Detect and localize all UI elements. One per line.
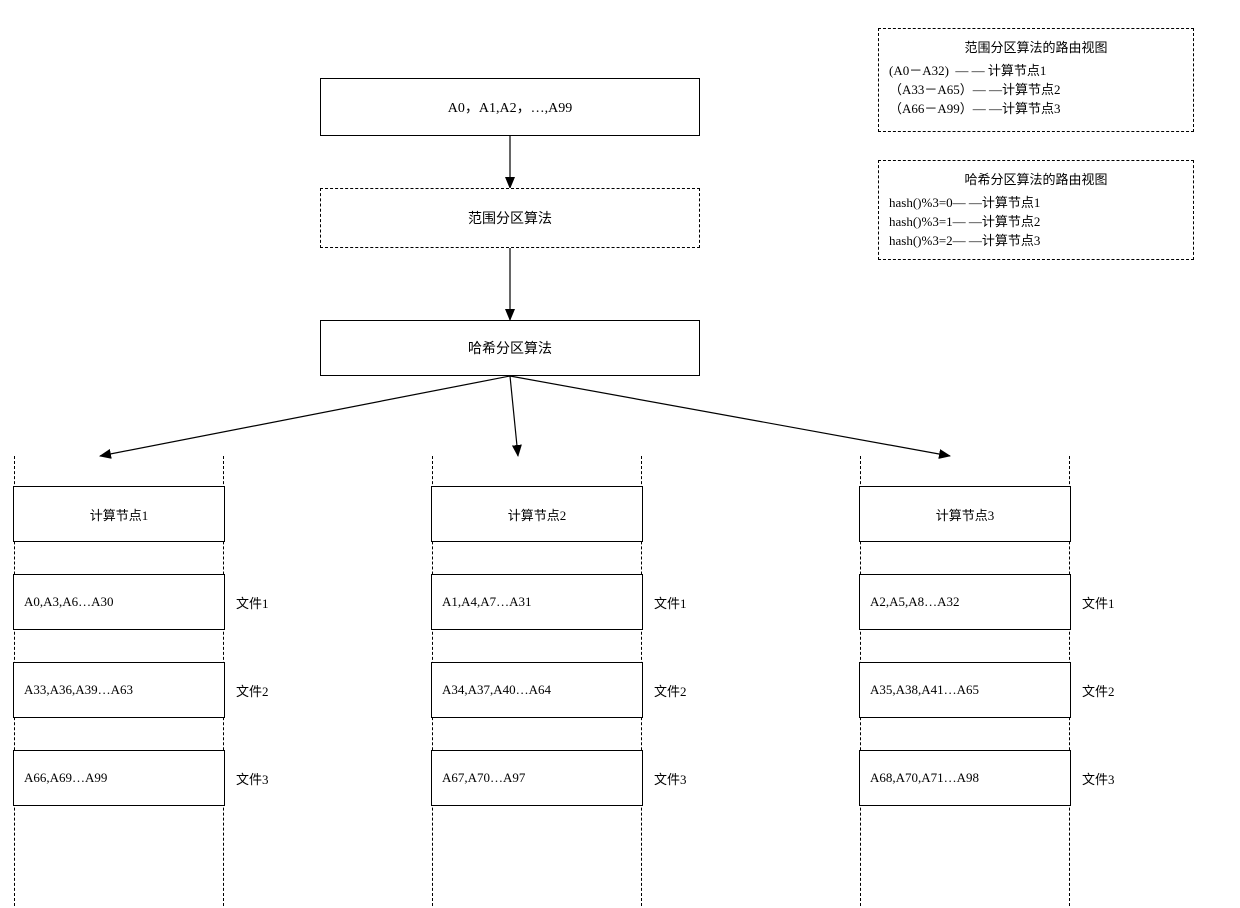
legend-hash-line: hash()%3=1— —计算节点2	[889, 211, 1183, 230]
file-label: 文件2	[1082, 681, 1115, 700]
file-label: 文件3	[236, 769, 269, 788]
file-box: A34,A37,A40…A64	[431, 662, 643, 718]
legend-range-line: （A33－A65）— —计算节点2	[889, 79, 1183, 98]
legend-range-line: (A0－A32) — — 计算节点1	[889, 60, 1183, 79]
file-label: 文件1	[654, 593, 687, 612]
node-title-text: 计算节点2	[508, 505, 567, 524]
file-box: A35,A38,A41…A65	[859, 662, 1071, 718]
legend-range-line: （A66－A99）— —计算节点3	[889, 98, 1183, 117]
legend-hash-line: hash()%3=2— —计算节点3	[889, 230, 1183, 249]
file-content-text: A68,A70,A71…A98	[870, 770, 979, 786]
file-content-text: A67,A70…A97	[442, 770, 525, 786]
file-label: 文件2	[236, 681, 269, 700]
diagram-canvas: A0，A1,A2，…,A99 范围分区算法 哈希分区算法 范围分区算法的路由视图…	[0, 0, 1240, 908]
legend-hash-title: 哈希分区算法的路由视图	[889, 169, 1183, 188]
file-box: A67,A70…A97	[431, 750, 643, 806]
node-title-box: 计算节点3	[859, 486, 1071, 542]
hash-partition-box: 哈希分区算法	[320, 320, 700, 376]
hash-partition-text: 哈希分区算法	[468, 338, 552, 358]
file-box: A0,A3,A6…A30	[13, 574, 225, 630]
file-content-text: A2,A5,A8…A32	[870, 594, 960, 610]
file-content-text: A33,A36,A39…A63	[24, 682, 133, 698]
input-data-box: A0，A1,A2，…,A99	[320, 78, 700, 136]
compute-node: 计算节点3 A2,A5,A8…A32 文件1 A35,A38,A41…A65 文件2 A6…	[860, 486, 1150, 906]
file-box: A33,A36,A39…A63	[13, 662, 225, 718]
file-box: A68,A70,A71…A98	[859, 750, 1071, 806]
file-label: 文件3	[1082, 769, 1115, 788]
legend-hash-routing: 哈希分区算法的路由视图 hash()%3=0— —计算节点1 hash()%3=…	[878, 160, 1194, 260]
legend-range-routing: 范围分区算法的路由视图 (A0－A32) — — 计算节点1 （A33－A65）…	[878, 28, 1194, 132]
compute-node: 计算节点2 A1,A4,A7…A31 文件1 A34,A37,A40…A64 文件2 A6…	[432, 486, 722, 906]
file-box: A1,A4,A7…A31	[431, 574, 643, 630]
legend-hash-line: hash()%3=0— —计算节点1	[889, 192, 1183, 211]
file-content-text: A0,A3,A6…A30	[24, 594, 114, 610]
node-title-text: 计算节点3	[936, 505, 995, 524]
node-title-box: 计算节点2	[431, 486, 643, 542]
file-content-text: A35,A38,A41…A65	[870, 682, 979, 698]
file-content-text: A1,A4,A7…A31	[442, 594, 532, 610]
range-partition-box: 范围分区算法	[320, 188, 700, 248]
input-data-text: A0，A1,A2，…,A99	[448, 97, 572, 117]
compute-node: 计算节点1 A0,A3,A6…A30 文件1 A33,A36,A39…A63 文件2 A6…	[14, 486, 304, 906]
file-label: 文件1	[1082, 593, 1115, 612]
file-label: 文件1	[236, 593, 269, 612]
file-label: 文件3	[654, 769, 687, 788]
file-label: 文件2	[654, 681, 687, 700]
legend-range-title: 范围分区算法的路由视图	[889, 37, 1183, 56]
file-content-text: A66,A69…A99	[24, 770, 107, 786]
range-partition-text: 范围分区算法	[468, 208, 552, 228]
file-box: A66,A69…A99	[13, 750, 225, 806]
node-title-text: 计算节点1	[90, 505, 149, 524]
file-box: A2,A5,A8…A32	[859, 574, 1071, 630]
file-content-text: A34,A37,A40…A64	[442, 682, 551, 698]
node-title-box: 计算节点1	[13, 486, 225, 542]
